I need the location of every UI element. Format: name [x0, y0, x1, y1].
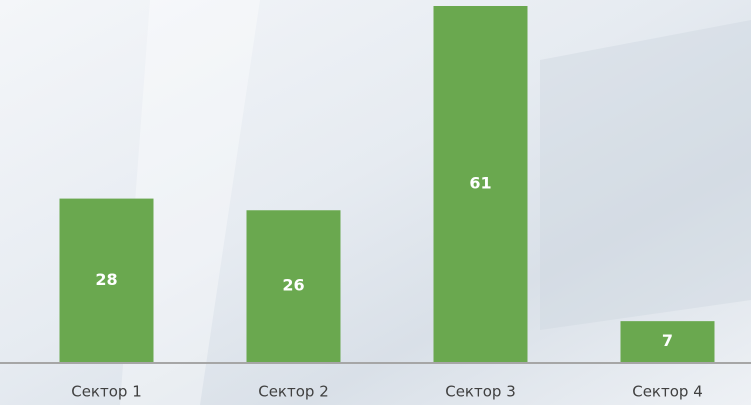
- data-label: 26: [282, 276, 304, 295]
- data-label: 61: [469, 174, 491, 193]
- bar: [433, 6, 528, 362]
- background-shape: [120, 0, 260, 405]
- bar: [620, 321, 715, 362]
- x-tick-label: Сектор 2: [258, 383, 329, 401]
- data-label: 7: [662, 331, 673, 350]
- bar: [246, 210, 341, 362]
- background-shape: [540, 20, 751, 330]
- x-tick-label: Сектор 1: [71, 383, 142, 401]
- x-tick-label: Сектор 3: [445, 383, 516, 401]
- bar: [59, 198, 154, 362]
- data-label: 28: [95, 270, 117, 289]
- x-tick-label: Сектор 4: [632, 383, 703, 401]
